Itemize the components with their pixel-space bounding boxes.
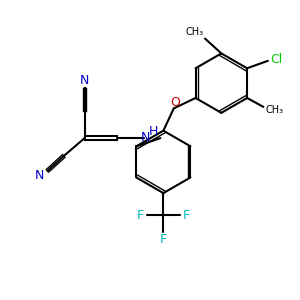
Text: N: N [34,169,44,182]
Text: N: N [80,74,89,87]
Text: CH₃: CH₃ [266,106,284,116]
Text: F: F [183,209,190,222]
Text: O: O [170,96,180,109]
Text: F: F [137,209,144,222]
Text: CH₃: CH₃ [185,27,204,37]
Text: F: F [160,233,167,246]
Text: H: H [148,125,158,138]
Text: Cl: Cl [271,53,283,66]
Text: N: N [141,131,150,144]
